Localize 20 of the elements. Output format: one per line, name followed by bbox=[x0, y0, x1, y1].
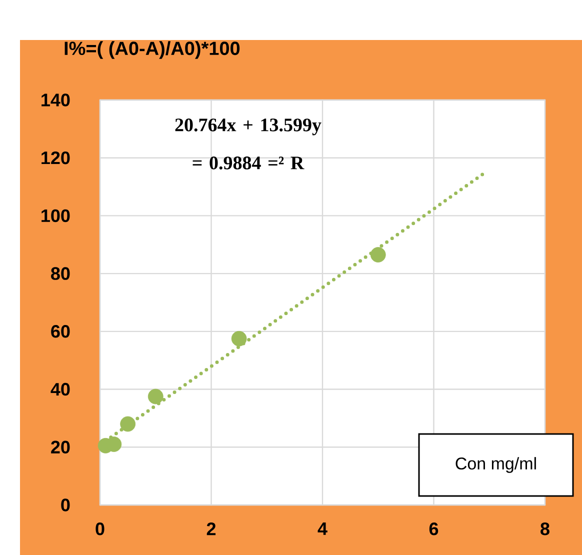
y-tick-label: 100 bbox=[42, 209, 70, 222]
annotation: 20.764x + 13.599y = 0.9884 =² R bbox=[175, 118, 322, 170]
y-tick-label: 140 bbox=[42, 94, 70, 106]
x-axis-title: Con mg/ml bbox=[456, 457, 536, 473]
x-tick-label: 6 bbox=[429, 522, 438, 536]
y-tick-label: 0 bbox=[61, 498, 70, 512]
y-tick-label: 40 bbox=[50, 382, 70, 396]
x-tick-label: 0 bbox=[96, 522, 104, 536]
point bbox=[231, 330, 247, 346]
point bbox=[148, 388, 164, 404]
point bbox=[120, 416, 136, 432]
x-tick-label: 8 bbox=[540, 522, 550, 536]
point bbox=[370, 247, 386, 262]
y-tick-label: 20 bbox=[51, 440, 70, 454]
y-tick-label: 120 bbox=[42, 151, 70, 164]
y-tick-label: 60 bbox=[51, 325, 70, 338]
x-tick-label: 2 bbox=[206, 522, 216, 536]
y-tick-label: 80 bbox=[51, 267, 70, 280]
chart-title: I%=( (A0-A)/A0)*100 bbox=[64, 41, 240, 59]
x-tick-label: 4 bbox=[318, 522, 328, 535]
